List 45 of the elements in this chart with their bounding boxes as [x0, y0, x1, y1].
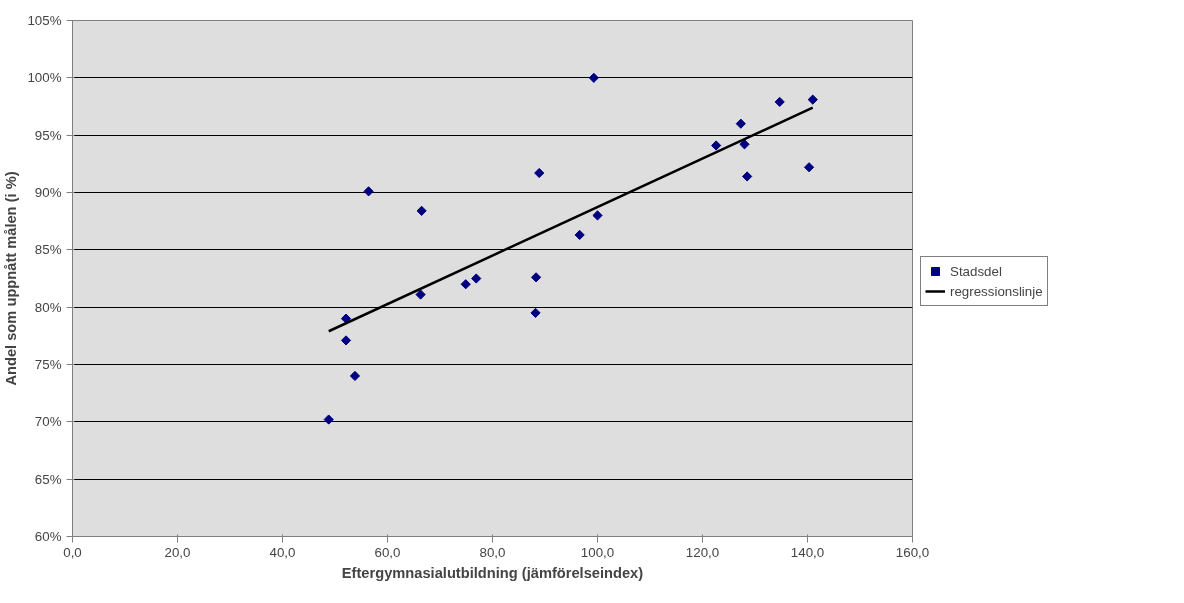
point	[415, 289, 426, 300]
y-tick-label: 90%	[34, 185, 62, 200]
y-tick-label: 105%	[27, 13, 62, 28]
point	[340, 335, 352, 346]
x-tick-label: 60,0	[374, 544, 401, 560]
y-tick-label: 100%	[27, 70, 62, 86]
x-tick-label: 100,0	[580, 544, 615, 560]
y-tick-label: 70%	[34, 414, 62, 430]
legend-label: Stadsdel	[950, 263, 1002, 279]
point	[742, 171, 753, 182]
legend-label: regressionslinje	[950, 283, 1043, 299]
x-tick-label: 40,0	[269, 544, 296, 560]
point	[416, 205, 427, 216]
x-tick-label: 0,0	[63, 544, 82, 560]
x-tick-label: 140,0	[790, 544, 825, 560]
point	[592, 210, 603, 221]
x-axis-title: Eftergymnasialutbildning (jämförelseindex)	[341, 564, 644, 581]
point	[574, 229, 585, 241]
point	[460, 279, 471, 290]
y-axis-title: Andel som uppnått målen (i %)	[3, 171, 20, 386]
x-tick-label: 120,0	[685, 544, 720, 560]
point	[774, 96, 785, 108]
point	[711, 140, 722, 151]
x-tick-label: 80,0	[479, 544, 506, 560]
point	[803, 162, 815, 173]
y-tick-label: 80%	[34, 299, 62, 315]
x-tick-label: 160,0	[895, 544, 930, 560]
y-tick-label: 85%	[34, 242, 62, 258]
point	[363, 186, 374, 197]
point	[735, 118, 746, 129]
y-tick-label: 95%	[34, 127, 62, 143]
point	[534, 167, 545, 179]
point	[471, 273, 482, 284]
point	[588, 72, 599, 83]
point	[530, 272, 542, 283]
y-tick-label: 65%	[34, 471, 62, 487]
y-tick-label: 75%	[34, 357, 62, 372]
point	[530, 307, 541, 318]
x-tick-label: 20,0	[164, 544, 191, 560]
point	[323, 414, 334, 425]
point	[349, 370, 361, 382]
point	[739, 139, 750, 150]
point	[807, 94, 818, 105]
point	[340, 313, 352, 324]
y-tick-label: 60%	[34, 529, 62, 544]
